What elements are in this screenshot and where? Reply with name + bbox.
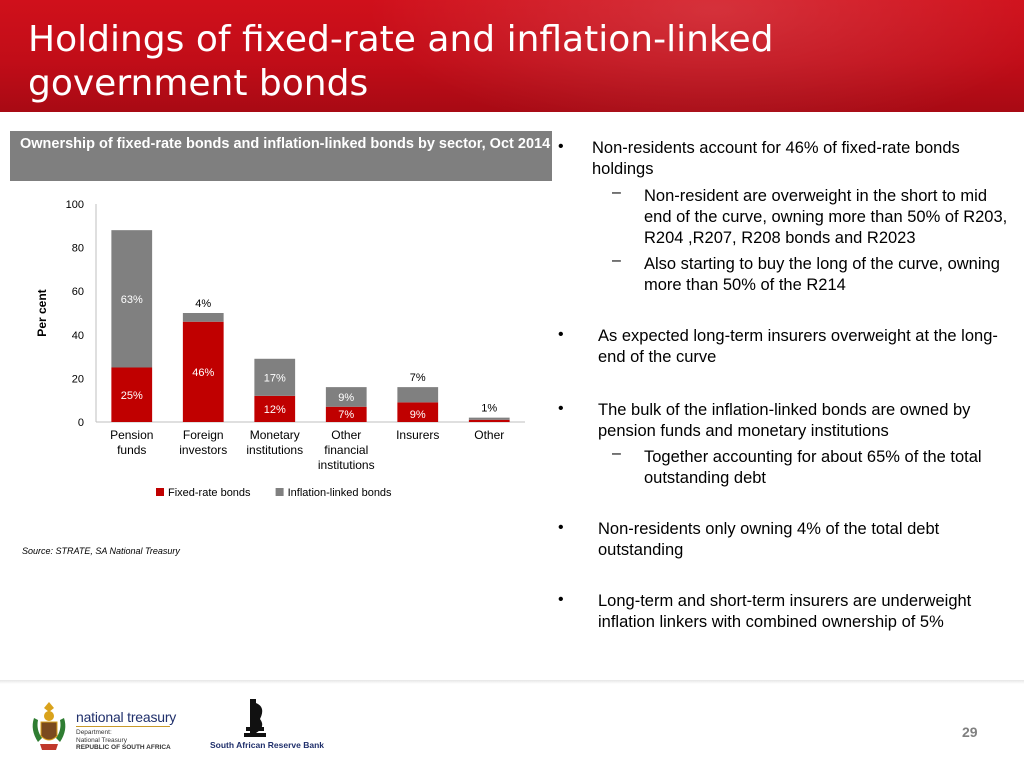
y-tick-label: 0 [78, 417, 84, 429]
sub-bullet-marker: – [612, 252, 621, 269]
x-tick-label: Pension [110, 428, 153, 442]
reserve-bank-wordmark: South African Reserve Bank [210, 740, 324, 750]
x-tick-label: investors [179, 443, 227, 457]
x-tick-label: Monetary [250, 428, 300, 442]
sub-bullet-text: Together accounting for about 65% of the… [644, 448, 982, 487]
x-tick-label: institutions [318, 458, 375, 472]
bar-fixed-rate [325, 406, 367, 422]
national-treasury-wordmark: national treasury [76, 709, 177, 725]
nt-line-2: National Treasury [76, 736, 127, 744]
y-tick-label: 100 [66, 199, 84, 211]
data-label-fixed-rate: 46% [192, 367, 214, 379]
x-tick-label: Insurers [396, 428, 439, 442]
y-tick-label: 40 [72, 330, 84, 342]
wordmark-rule [76, 726, 170, 727]
national-treasury-subtext: Department: National Treasury REPUBLIC O… [76, 729, 171, 752]
bar-fixed-rate [111, 367, 153, 422]
bullet-text: Long-term and short-term insurers are un… [598, 592, 972, 631]
x-tick-label: funds [117, 443, 146, 457]
sub-bullet-marker: – [612, 184, 621, 201]
y-tick-label: 20 [72, 373, 84, 385]
chart-source: Source: STRATE, SA National Treasury [22, 546, 180, 556]
legend-label: Fixed-rate bonds [168, 487, 251, 499]
x-tick-label: financial [324, 443, 368, 457]
bar-inflation-linked [397, 387, 439, 403]
sub-bullet-text: Also starting to buy the long of the cur… [644, 255, 1000, 294]
sub-bullet-text: Non-resident are overweight in the short… [644, 187, 1008, 247]
legend-swatch [275, 488, 284, 496]
y-tick-label: 60 [72, 286, 84, 298]
data-label-inflation-linked: 17% [264, 372, 286, 384]
bullet-marker: • [558, 519, 564, 536]
title-banner: Holdings of fixed-rate and inflation-lin… [0, 0, 1024, 112]
banner-highlight [364, 0, 1024, 112]
data-label-inflation-linked: 7% [410, 372, 426, 384]
data-label-inflation-linked: 63% [121, 294, 143, 306]
nt-line-1: Department: [76, 729, 112, 736]
y-axis-title: Per cent [35, 289, 49, 336]
slide-title: Holdings of fixed-rate and inflation-lin… [28, 19, 774, 104]
data-label-inflation-linked: 9% [338, 392, 354, 404]
legend-swatch [156, 488, 164, 496]
page-number: 29 [962, 724, 978, 740]
bar-fixed-rate [397, 402, 439, 422]
bar-inflation-linked [111, 230, 153, 368]
bar-fixed-rate [254, 395, 296, 422]
data-label-fixed-rate: 25% [121, 390, 143, 402]
data-label-fixed-rate: 12% [264, 404, 286, 416]
data-label-fixed-rate: 9% [410, 409, 426, 421]
bullet-text: Non-residents account for 46% of fixed-r… [592, 139, 960, 178]
chart-heading: Ownership of fixed-rate bonds and inflat… [10, 131, 552, 181]
bullet-marker: • [558, 138, 564, 155]
data-label-inflation-linked: 1% [481, 403, 497, 415]
bar-inflation-linked [182, 313, 224, 322]
bar-inflation-linked [325, 387, 367, 407]
bar-inflation-linked [254, 358, 296, 396]
footer-divider [0, 680, 1024, 684]
legend-label: Inflation-linked bonds [288, 487, 392, 499]
data-label-fixed-rate: 7% [338, 409, 354, 421]
y-tick-label: 80 [72, 243, 84, 255]
sub-bullet-marker: – [612, 445, 621, 462]
bullet-marker: • [558, 591, 564, 608]
x-tick-label: Other [331, 428, 361, 442]
x-tick-label: Other [474, 428, 504, 442]
bar-fixed-rate [468, 419, 510, 422]
nt-line-3: REPUBLIC OF SOUTH AFRICA [76, 744, 171, 751]
x-tick-label: institutions [246, 443, 303, 457]
x-tick-label: Foreign [183, 428, 224, 442]
bullet-marker: • [558, 326, 564, 343]
bullet-text: The bulk of the inflation-linked bonds a… [598, 401, 971, 440]
bullet-marker: • [558, 400, 564, 417]
coat-of-arms-icon [32, 702, 66, 750]
bar-inflation-linked [468, 417, 510, 420]
reserve-bank-emblem-icon [244, 699, 266, 737]
bullet-text: As expected long-term insurers overweigh… [598, 327, 998, 366]
bullet-text: Non-residents only owning 4% of the tota… [598, 520, 940, 559]
data-label-inflation-linked: 4% [195, 298, 211, 310]
bar-fixed-rate [182, 321, 224, 422]
